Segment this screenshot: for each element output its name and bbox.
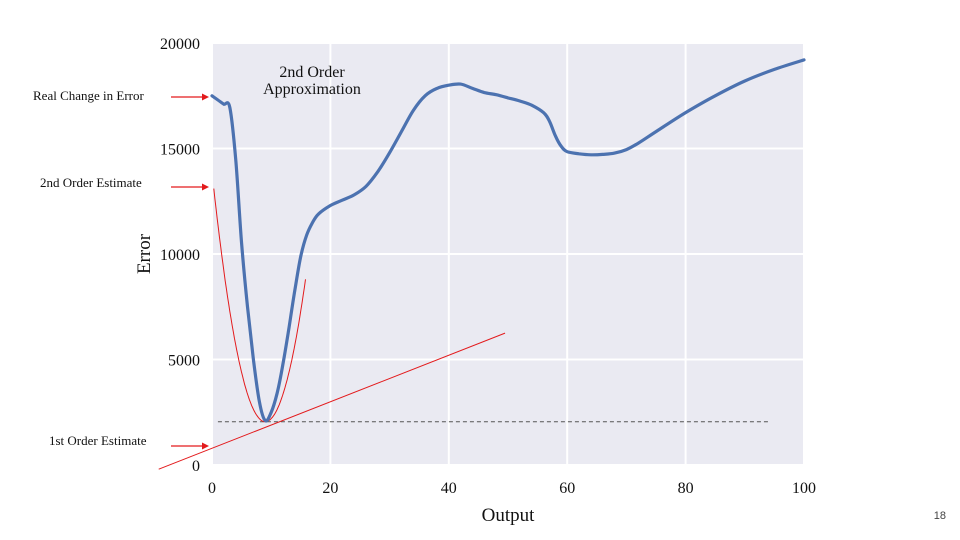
y-tick-label: 0 bbox=[192, 458, 200, 475]
second-order-parabola bbox=[213, 188, 306, 423]
arrowhead-real-change bbox=[202, 93, 209, 101]
arrowhead-first-order-estimate bbox=[202, 442, 209, 450]
y-tick-labels: 0 5000 10000 15000 20000 bbox=[160, 36, 200, 475]
y-axis-label: Error bbox=[134, 233, 155, 274]
x-tick-label: 60 bbox=[559, 480, 575, 497]
annotation-first-order-estimate: 1st Order Estimate bbox=[49, 433, 147, 448]
annotations: Real Change in Error 2nd Order Estimate … bbox=[33, 64, 361, 450]
x-tick-labels: 0 20 40 60 80 100 bbox=[208, 480, 816, 497]
y-tick-label: 20000 bbox=[160, 36, 200, 53]
slide-number: 18 bbox=[933, 510, 946, 522]
x-tick-label: 80 bbox=[678, 480, 694, 497]
arrowhead-second-order-estimate bbox=[202, 183, 209, 191]
annotation-real-change: Real Change in Error bbox=[33, 88, 144, 103]
grid-lines bbox=[211, 42, 805, 466]
series-line-error bbox=[210, 58, 806, 423]
y-tick-label: 15000 bbox=[160, 142, 200, 159]
annotation-second-order-estimate: 2nd Order Estimate bbox=[40, 175, 142, 190]
x-tick-label: 0 bbox=[208, 480, 216, 497]
y-tick-label: 10000 bbox=[160, 247, 200, 264]
annotation-approximation-line2: Approximation bbox=[263, 81, 361, 98]
annotation-approximation-line1: 2nd Order bbox=[279, 64, 345, 81]
x-axis-label: Output bbox=[482, 505, 536, 526]
y-tick-label: 5000 bbox=[168, 353, 200, 370]
first-order-tangent-line bbox=[158, 332, 506, 470]
x-tick-label: 20 bbox=[322, 480, 338, 497]
x-tick-label: 100 bbox=[792, 480, 816, 497]
x-tick-label: 40 bbox=[441, 480, 457, 497]
